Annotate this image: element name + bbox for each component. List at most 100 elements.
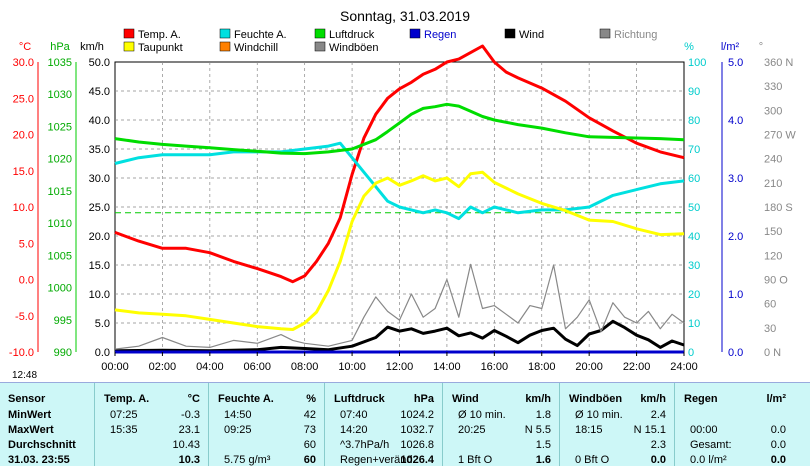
chart-footer: 12:48 [0,370,810,382]
humidity-axis-tick-2: 80 [688,115,700,127]
legend-swatch-4 [504,28,516,39]
legend-swatch-5 [599,28,611,39]
cell-1-5-a: 00:00 [690,424,718,436]
direction-axis-tick-3: 270 W [764,130,796,142]
cell-3-4-a: 0 Bft O [575,454,610,466]
legend-swatch-8 [314,41,326,52]
x-tick-0: 00:00 [101,361,129,373]
x-tick-1: 02:00 [149,361,177,373]
cell-0-0-b: -0.3 [181,409,200,421]
cell-1-2-b: 1032.7 [400,424,434,436]
humidity-axis-tick-6: 40 [688,231,700,243]
x-tick-7: 14:00 [433,361,461,373]
x-tick-5: 10:00 [338,361,366,373]
legend-swatch-3 [409,28,421,39]
wind-axis-tick-7: 15.0 [89,260,110,272]
table-col-separator [208,383,209,466]
x-tick-10: 20:00 [575,361,603,373]
cell-2-4-b: 2.3 [650,439,666,451]
wind-axis-tick-9: 5.0 [95,318,110,330]
humidity-axis-tick-7: 30 [688,260,700,272]
wind-axis-tick-0: 50.0 [89,57,110,69]
direction-axis-tick-10: 60 [764,299,776,311]
pressure-axis-label: hPa [50,41,70,53]
rain-axis-tick-5: 0.0 [728,347,743,359]
pressure-axis-tick-5: 1010 [48,218,72,230]
statistics-table: Sensor Temp. A. °C Feuchte A.% Luftdruck hPa W… [0,382,810,466]
col-unit-5: km/h [640,393,666,405]
cell-3-3-a: 1 Bft O [458,454,493,466]
cell-0-1-b: 42 [303,409,316,421]
temp-axis-tick-4: 10.0 [13,202,34,214]
cell-2-2-b: 1026.8 [400,439,434,451]
col-unit-4: km/h [525,393,551,405]
row-label-1: MaxWert [8,424,54,436]
cell-3-2-b: 1026.4 [400,454,434,466]
wind-axis-tick-10: 0.0 [95,347,110,359]
temp-axis-tick-2: 20.0 [13,130,34,142]
pressure-axis-tick-4: 1015 [48,186,72,198]
direction-axis-tick-8: 120 [764,250,782,262]
weather-chart: Sonntag, 31.03.2019 Temp. A. Feuchte A. Lu… [9,8,796,373]
temp-axis-label: °C [19,41,31,53]
humidity-axis-tick-8: 20 [688,289,700,301]
series-3 [114,170,685,331]
x-tick-12: 24:00 [670,361,698,373]
rain-axis-tick-2: 3.0 [728,173,743,185]
cell-0-3-a: Ø 10 min. [458,409,506,421]
direction-axis-tick-11: 30 [764,323,776,335]
cell-0-2-a: 07:40 [340,409,368,421]
row-label-3: 31.03. 23:55 [8,454,70,466]
col-header-6: Regen [684,393,718,405]
cell-1-3-b: N 5.5 [524,424,551,436]
legend-label-8: Windböen [329,42,379,54]
table-col-separator [324,383,325,466]
humidity-axis-tick-0: 100 [688,57,706,69]
direction-axis-label: ° [759,41,763,53]
wind-axis-tick-5: 25.0 [89,202,110,214]
cell-3-5-b: 0.0 [770,454,786,466]
direction-axis-tick-12: 0 N [764,347,781,359]
pressure-axis-tick-2: 1025 [48,121,72,133]
cell-2-5-a: Gesamt: [690,439,732,451]
humidity-axis-tick-4: 60 [688,173,700,185]
direction-axis-tick-0: 360 N [764,57,793,69]
x-tick-8: 16:00 [481,361,509,373]
legend-label-1: Feuchte A. [234,29,287,41]
cell-2-0-b: 10.43 [172,439,200,451]
wind-axis-tick-8: 10.0 [89,289,110,301]
pressure-axis-tick-9: 990 [54,347,72,359]
x-tick-6: 12:00 [386,361,414,373]
legend-label-2: Luftdruck [329,29,375,41]
direction-axis-tick-7: 150 [764,226,782,238]
temp-axis-tick-8: -10.0 [9,347,34,359]
cell-0-3-b: 1.8 [535,409,551,421]
col-header-3: Luftdruck [334,393,385,405]
cell-1-5-b: 0.0 [770,424,786,436]
row-label-2: Durchschnitt [8,439,76,451]
temp-axis-tick-1: 25.0 [13,93,34,105]
direction-axis-tick-4: 240 [764,154,782,166]
cell-3-4-b: 0.0 [650,454,666,466]
chart-title: Sonntag, 31.03.2019 [340,8,470,24]
legend-label-6: Taupunkt [138,42,183,54]
cell-1-4-a: 18:15 [575,424,603,436]
cell-0-1-a: 14:50 [224,409,252,421]
col-unit-2: % [306,393,316,405]
legend-label-5: Richtung [614,29,657,41]
legend-label-4: Wind [519,29,544,41]
cell-3-2-a: Regen+veränd [340,454,413,466]
x-tick-2: 04:00 [196,361,224,373]
table-col-separator [442,383,443,466]
col-unit-3: hPa [413,393,434,405]
col-unit-6: l/m² [766,393,786,405]
table-col-separator [94,383,95,466]
table-col-separator [674,383,675,466]
col-header-5: Windböen [569,393,623,405]
rain-axis-tick-4: 1.0 [728,289,743,301]
wind-axis-tick-1: 45.0 [89,86,110,98]
legend-swatch-6 [123,41,135,52]
series-0 [114,44,685,284]
cell-2-1-b: 60 [303,439,316,451]
cell-2-2-a: ^3.7hPa/h [340,439,390,451]
